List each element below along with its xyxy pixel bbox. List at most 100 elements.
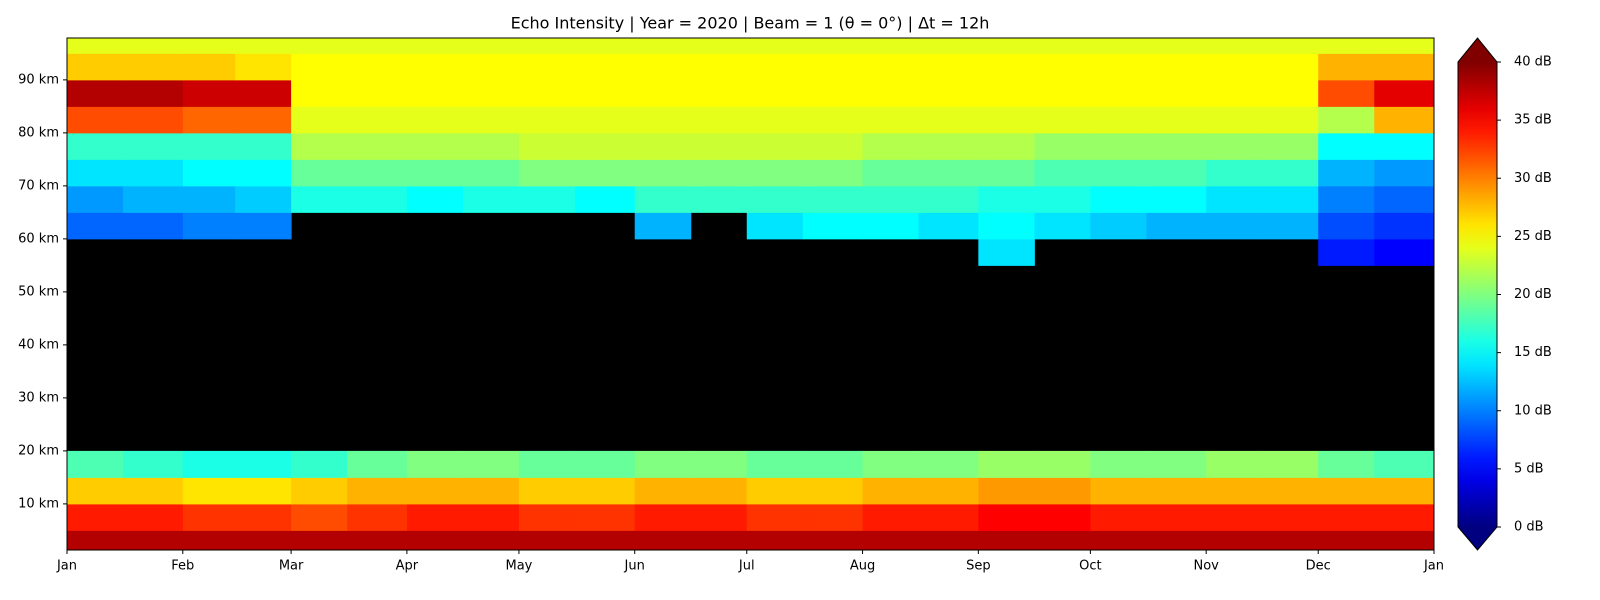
heat-cell: [862, 450, 920, 478]
heat-cell: [1206, 185, 1263, 213]
heat-cell: [1318, 132, 1375, 160]
heat-cell: [574, 132, 636, 160]
heat-cell: [1206, 477, 1263, 505]
heat-cell: [235, 106, 292, 134]
y-tick-label: 30 km: [18, 390, 59, 405]
heat-cell: [462, 38, 520, 54]
colorbar-tick-label: 20 dB: [1514, 287, 1552, 302]
heat-cell: [634, 530, 692, 551]
heat-cell: [67, 450, 124, 478]
x-tick-label: Jan: [56, 559, 77, 574]
heat-cell: [690, 132, 748, 160]
heat-cell: [746, 477, 804, 505]
heat-cell: [406, 53, 464, 81]
heat-cell: [634, 79, 692, 107]
heat-cell: [1262, 185, 1319, 213]
plot-frame: [66, 37, 1435, 551]
heat-cell: [462, 503, 520, 531]
heat-cell: [182, 53, 236, 81]
heat-cell: [1090, 530, 1147, 551]
heat-cell: [123, 53, 184, 81]
heat-cell: [690, 106, 748, 134]
heat-cell: [802, 503, 864, 531]
heat-cell: [1374, 38, 1435, 54]
heat-cell: [574, 450, 636, 478]
heat-cell: [918, 477, 979, 505]
x-tick-label: Jul: [738, 559, 755, 574]
heat-cell: [123, 38, 184, 54]
heat-cell: [574, 530, 636, 551]
heat-cell: [978, 38, 1035, 54]
heat-cell: [182, 212, 236, 240]
heat-cell: [1318, 79, 1375, 107]
heat-cell: [746, 38, 804, 54]
heat-cell: [918, 185, 979, 213]
heat-cell: [347, 185, 408, 213]
heat-cell: [1090, 79, 1147, 107]
heat-cell: [347, 159, 408, 187]
heat-cell: [182, 106, 236, 134]
heat-cell: [406, 503, 464, 531]
heat-cell: [978, 477, 1035, 505]
heat-cell: [1206, 212, 1263, 240]
heat-cell: [918, 132, 979, 160]
heat-cell: [1374, 477, 1435, 505]
heat-cell: [291, 477, 348, 505]
heat-cell: [291, 503, 348, 531]
heat-cell: [690, 185, 748, 213]
heat-cell: [1262, 106, 1319, 134]
heat-cell: [67, 477, 124, 505]
heat-cell: [862, 79, 920, 107]
heat-cell: [574, 53, 636, 81]
heat-cell: [978, 185, 1035, 213]
heat-cell: [746, 185, 804, 213]
heat-cell: [67, 132, 124, 160]
heat-cell: [862, 185, 920, 213]
heat-cell: [978, 159, 1035, 187]
heat-cell: [518, 159, 576, 187]
heat-cell: [746, 132, 804, 160]
heat-cell: [235, 132, 292, 160]
heat-cell: [862, 106, 920, 134]
heat-cell: [235, 159, 292, 187]
heat-cell: [862, 477, 920, 505]
heat-cell: [690, 38, 748, 54]
heat-cell: [862, 159, 920, 187]
heat-cell: [1146, 53, 1207, 81]
heat-cell: [634, 477, 692, 505]
x-tick-label: May: [505, 559, 532, 574]
heat-cell: [406, 79, 464, 107]
heat-cell: [802, 450, 864, 478]
y-tick-label: 50 km: [18, 284, 59, 299]
heat-cell: [182, 530, 236, 551]
heat-cell: [182, 132, 236, 160]
heat-cell: [518, 132, 576, 160]
heat-cell: [574, 106, 636, 134]
heat-cell: [123, 477, 184, 505]
heat-cell: [1206, 132, 1263, 160]
heat-cell: [406, 159, 464, 187]
heat-cell: [802, 79, 864, 107]
heat-cell: [918, 212, 979, 240]
heat-cell: [574, 159, 636, 187]
heat-cell: [690, 530, 748, 551]
heat-cell: [235, 79, 292, 107]
heat-cell: [1146, 79, 1207, 107]
heat-cell: [1262, 212, 1319, 240]
heat-cell: [1318, 238, 1375, 266]
heat-cell: [1090, 212, 1147, 240]
heat-cell: [574, 185, 636, 213]
colorbar-tick-label: 35 dB: [1514, 113, 1552, 128]
heat-cell: [406, 530, 464, 551]
heat-cell: [123, 132, 184, 160]
heat-cell: [1318, 212, 1375, 240]
heat-cell: [123, 79, 184, 107]
heat-cell: [1374, 530, 1435, 551]
heat-cell: [406, 38, 464, 54]
heat-cell: [1034, 530, 1091, 551]
heat-cell: [1146, 132, 1207, 160]
heat-cell: [67, 503, 124, 531]
y-tick-label: 10 km: [18, 496, 59, 511]
colorbar-tick-label: 10 dB: [1514, 403, 1552, 418]
heat-cell: [518, 106, 576, 134]
